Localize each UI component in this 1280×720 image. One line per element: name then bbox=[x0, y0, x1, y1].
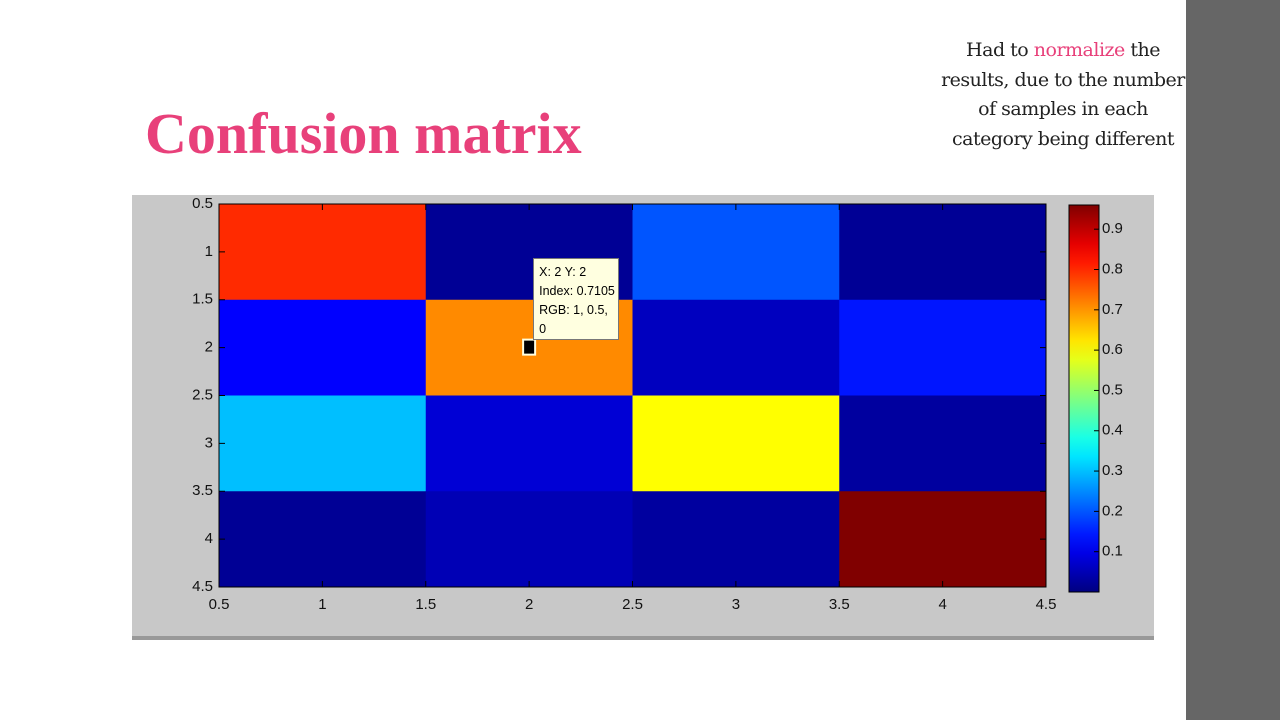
note: Had to normalize the results, due to the… bbox=[940, 36, 1186, 154]
note-highlight: normalize bbox=[1033, 39, 1126, 61]
datatip: X: 2 Y: 2 Index: 0.7105 RGB: 1, 0.5, 0 bbox=[533, 257, 620, 340]
note-text: Had to bbox=[966, 39, 1034, 61]
colorbar-tick-label: 0.4 bbox=[1102, 422, 1123, 439]
cell bbox=[219, 395, 427, 492]
cell bbox=[839, 491, 1047, 588]
cell bbox=[219, 299, 427, 396]
cell bbox=[632, 395, 840, 492]
y-tick-label: 3 bbox=[205, 434, 213, 451]
x-tick-label: 2 bbox=[525, 596, 533, 613]
cell bbox=[219, 491, 427, 588]
colorbar bbox=[1068, 204, 1100, 593]
colorbar-tick-label: 0.1 bbox=[1102, 543, 1123, 560]
cell bbox=[425, 491, 633, 588]
y-tick-label: 0.5 bbox=[192, 195, 213, 212]
datatip-line: X: 2 Y: 2 bbox=[539, 264, 587, 279]
sidebar bbox=[1186, 0, 1280, 720]
cell bbox=[632, 204, 840, 301]
datatip-line: Index: 0.7105 bbox=[539, 283, 615, 298]
x-tick-label: 2.5 bbox=[622, 596, 643, 613]
note-text: the results, due to the number of sample… bbox=[941, 39, 1185, 150]
x-tick-label: 0.5 bbox=[209, 596, 230, 613]
y-tick-label: 2.5 bbox=[192, 386, 213, 403]
y-tick-label: 1.5 bbox=[192, 291, 213, 308]
slide-title: Confusion matrix bbox=[145, 101, 582, 166]
x-tick-label: 3.5 bbox=[829, 596, 850, 613]
y-tick-label: 4 bbox=[205, 530, 213, 547]
datatip-marker bbox=[522, 338, 537, 356]
y-tick-label: 3.5 bbox=[192, 482, 213, 499]
y-tick-label: 1 bbox=[205, 243, 213, 260]
colorbar-tick-label: 0.2 bbox=[1102, 502, 1123, 519]
colorbar-tick-label: 0.5 bbox=[1102, 381, 1123, 398]
colorbar-tick-label: 0.3 bbox=[1102, 462, 1123, 479]
cell bbox=[219, 204, 427, 301]
x-tick-label: 1.5 bbox=[415, 596, 436, 613]
colorbar-tick-label: 0.6 bbox=[1102, 341, 1123, 358]
colorbar-tick-label: 0.7 bbox=[1102, 301, 1123, 318]
cell bbox=[632, 491, 840, 588]
x-tick-label: 3 bbox=[732, 596, 740, 613]
cell bbox=[839, 395, 1047, 492]
y-tick-label: 2 bbox=[205, 339, 213, 356]
x-tick-label: 1 bbox=[318, 596, 326, 613]
cell bbox=[632, 299, 840, 396]
cell bbox=[839, 299, 1047, 396]
colorbar-tick-label: 0.9 bbox=[1102, 220, 1123, 237]
cell bbox=[839, 204, 1047, 301]
figure-edge bbox=[132, 636, 1154, 640]
x-tick-label: 4 bbox=[938, 596, 946, 613]
cell bbox=[425, 395, 633, 492]
colorbar-tick-label: 0.8 bbox=[1102, 260, 1123, 277]
x-tick-label: 4.5 bbox=[1036, 596, 1057, 613]
y-tick-label: 4.5 bbox=[192, 578, 213, 595]
datatip-line: RGB: 1, 0.5, 0 bbox=[539, 302, 608, 336]
